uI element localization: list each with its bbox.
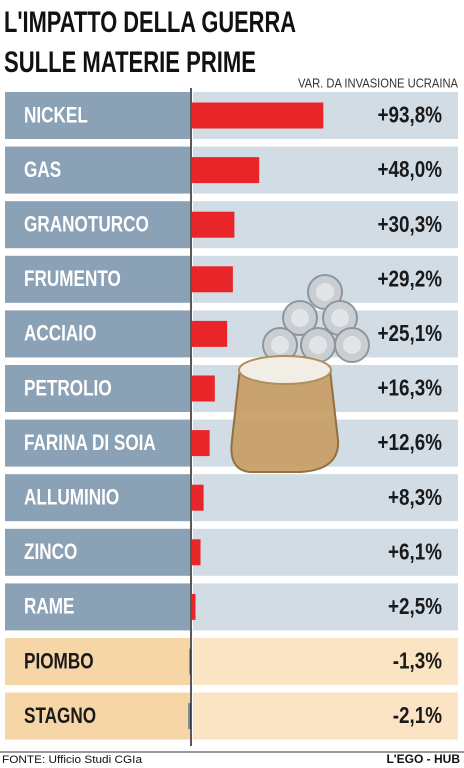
category-label: ACCIAIO [24,322,96,347]
bar [189,648,191,675]
category-label: ZINCO [24,540,77,565]
category-label: FRUMENTO [24,267,121,292]
label-box [5,146,190,194]
label-box [5,92,190,139]
bar [192,211,235,238]
bar [188,703,191,730]
category-label: PIOMBO [24,649,94,674]
value-label: +30,3% [378,212,443,237]
label-box [5,201,190,249]
bar [192,593,196,620]
category-label: RAME [24,595,75,620]
credit: L'EGO - HUB [386,752,460,766]
value-label: +93,8% [378,103,443,128]
title-line: SULLE MATERIE PRIME [4,46,256,79]
title-line: L'IMPATTO DELLA GUERRA [4,6,296,39]
value-label: -1,3% [393,649,443,674]
value-box [193,638,458,685]
category-label: PETROLIO [24,376,112,401]
value-box [193,692,458,740]
bar [192,430,210,457]
label-box [5,255,190,303]
label-box [5,365,190,412]
value-label: +25,1% [378,321,443,346]
category-label: NICKEL [24,103,88,128]
value-box [193,201,458,249]
value-label: +2,5% [388,594,442,619]
value-box [193,474,458,522]
category-label: STAGNO [24,704,96,729]
label-box [5,528,190,576]
label-box [5,692,190,740]
subtitle: VAR. DA INVASIONE UCRAINA [298,75,458,90]
bar [192,102,324,129]
value-box [193,528,458,576]
value-label: +16,3% [378,376,443,401]
category-label: FARINA DI SOIA [24,431,156,456]
category-label: ALLUMINIO [24,486,119,511]
label-box [5,310,190,358]
bar [192,157,260,184]
bar [192,484,204,511]
rows: NICKEL +93,8% GAS +48,0% GRANOTURCO +30,3% FRU… [5,88,458,746]
category-label: GRANOTURCO [24,213,149,238]
value-label: +6,1% [388,540,442,565]
source: FONTE: Ufficio Studi CGIa [2,754,143,766]
value-label: +48,0% [378,157,443,182]
bar [192,539,201,566]
illustration [230,274,370,473]
label-box [5,419,190,467]
bar [192,375,215,402]
category-label: GAS [24,158,61,183]
bar [192,320,228,347]
label-box [5,583,190,631]
value-label: +29,2% [378,267,443,292]
bar [192,266,233,293]
value-label: +12,6% [378,430,443,455]
value-box [193,583,458,631]
label-box [5,474,190,522]
value-label: +8,3% [388,485,442,510]
value-label: -2,1% [393,703,443,728]
label-box [5,638,190,685]
